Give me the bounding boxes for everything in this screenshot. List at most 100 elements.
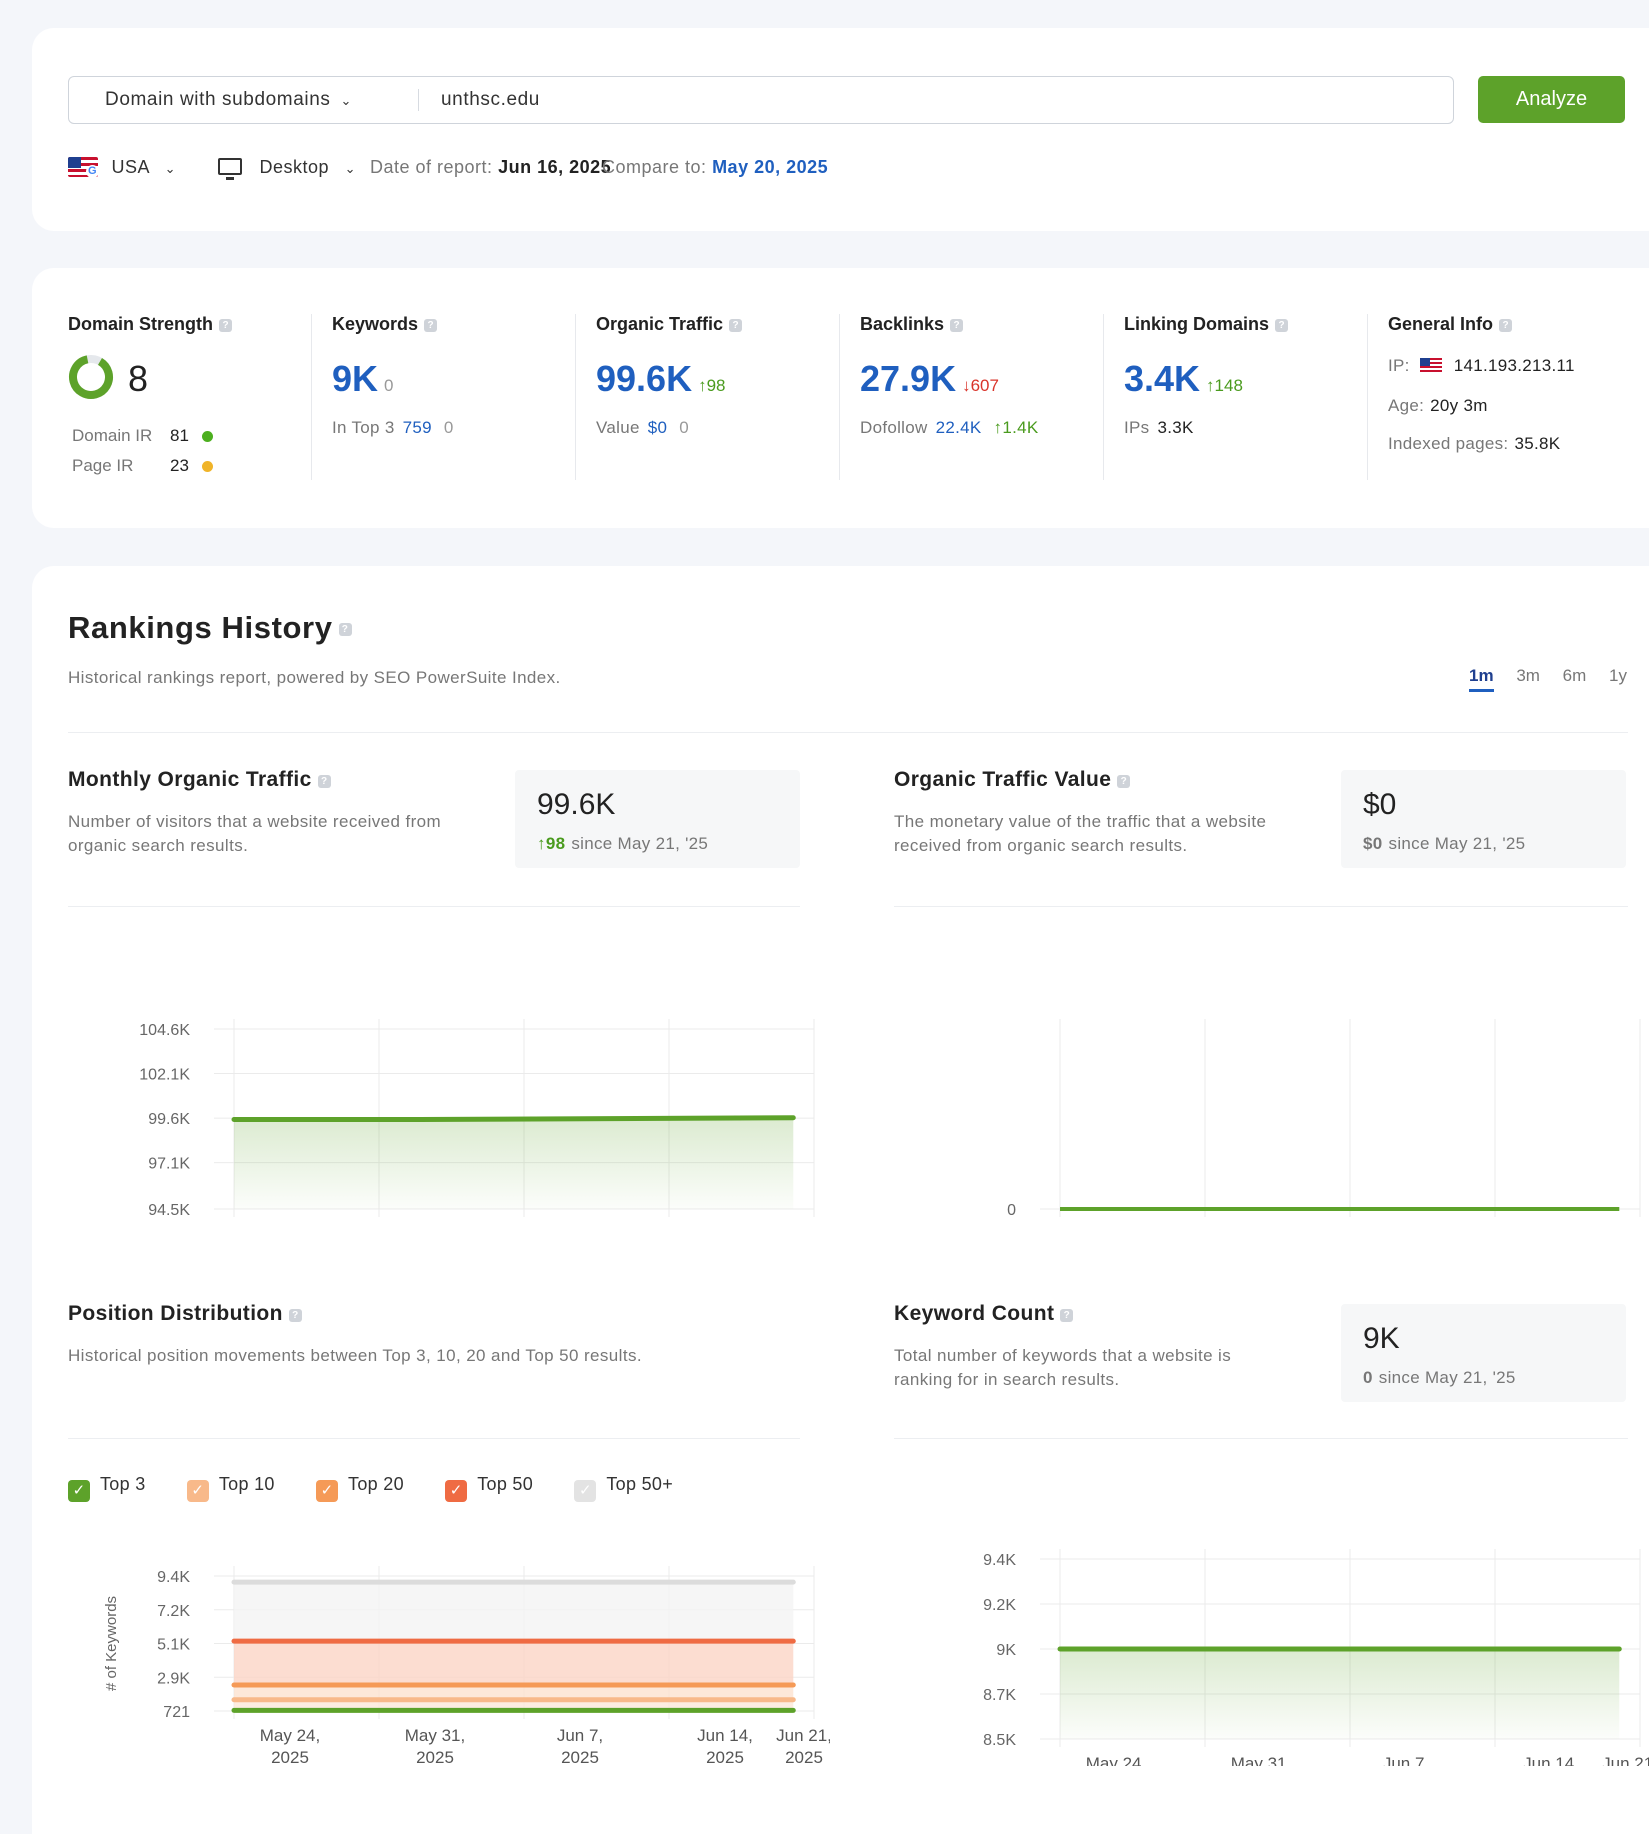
help-icon[interactable]: ? (1060, 1309, 1074, 1322)
help-icon[interactable]: ? (288, 1309, 302, 1322)
indexed-value: 35.8K (1514, 434, 1561, 453)
stat-sub: ↑98 since May 21, '25 (537, 834, 709, 853)
linking-delta: ↑148 (1206, 376, 1243, 395)
compare-date[interactable]: Compare to: May 20, 2025 (602, 152, 828, 182)
metric-title: Organic Traffic? (596, 314, 839, 335)
x-tick-label: Jun 7, (557, 1224, 603, 1226)
checkbox-icon: ✓ (316, 1480, 339, 1502)
y-tick-label: 9K (996, 1642, 1016, 1659)
keywords-value: 9K (332, 358, 379, 399)
help-icon[interactable]: ? (1499, 319, 1513, 332)
y-tick-label: 2.9K (157, 1670, 190, 1687)
analyze-button[interactable]: Analyze (1478, 76, 1625, 123)
ips-value: 3.3K (1157, 418, 1194, 437)
y-tick-label: 7.2K (157, 1603, 190, 1620)
dofollow-value: 22.4K (935, 418, 982, 437)
metric-keywords[interactable]: Keywords? 9K 0 In Top 3 759 0 (332, 314, 576, 480)
help-icon[interactable]: ? (950, 319, 964, 332)
help-icon[interactable]: ? (219, 319, 233, 332)
section-desc: Historical position movements between To… (68, 1346, 642, 1365)
help-icon[interactable]: ? (317, 775, 331, 788)
traffic-value: 99.6K (596, 358, 693, 399)
page-ir-value: 23 (170, 456, 189, 475)
range-tab-1y[interactable]: 1y (1609, 666, 1627, 685)
series-line (231, 1115, 796, 1123)
metric-organic-traffic[interactable]: Organic Traffic? 99.6K ↑98 Value $0 0 (596, 314, 840, 480)
x-tick-label: Jun 7, (557, 1726, 603, 1745)
help-icon[interactable]: ? (1117, 775, 1131, 788)
metric-title: Domain Strength? (68, 314, 311, 335)
section-desc: Number of visitors that a website receiv… (68, 812, 442, 855)
ip-row: IP: 141.193.213.11 (1388, 356, 1575, 375)
metric-domain-strength: Domain Strength? 8 Domain IR 81 Page IR … (68, 314, 312, 480)
us-flag-icon: G (68, 157, 98, 177)
rankings-history-card: Rankings History? Historical rankings re… (32, 566, 1649, 1834)
report-date[interactable]: Date of report: Jun 16, 2025 (370, 152, 611, 182)
domain-ir-row: Domain IR 81 (72, 426, 213, 446)
traffic-stat-box: 99.6K ↑98 since May 21, '25 (515, 770, 800, 868)
metric-backlinks[interactable]: Backlinks? 27.9K ↓607 Dofollow 22.4K ↑1.4K (860, 314, 1104, 480)
date-value: Jun 16, 2025 (498, 157, 612, 177)
divider (68, 732, 1628, 733)
series-area (1060, 1649, 1620, 1739)
y-tick-label: 97.1K (148, 1156, 190, 1173)
y-tick-label: 94.5K (148, 1202, 190, 1219)
indexed-row: Indexed pages: 35.8K (1388, 434, 1561, 453)
x-tick-label: Jun 14, (697, 1224, 753, 1226)
metric-linking-domains[interactable]: Linking Domains? 3.4K ↑148 IPs 3.3K (1124, 314, 1368, 480)
search-box: Domain with subdomains ⌄ (68, 76, 1454, 124)
domain-strength-value: 8 (128, 358, 149, 399)
x-tick-label: May 24, (260, 1224, 320, 1226)
search-divider (418, 89, 419, 111)
help-icon[interactable]: ? (338, 623, 352, 636)
series-area (234, 1684, 794, 1700)
checkbox-icon: ✓ (68, 1480, 90, 1502)
compare-label: Compare to: (602, 157, 707, 177)
help-icon[interactable]: ? (729, 319, 743, 332)
country-dropdown[interactable]: G USA ⌄ (68, 152, 176, 184)
device-dropdown[interactable]: Desktop ⌄ (218, 152, 356, 184)
country-label: USA (111, 157, 150, 177)
x-tick-label: Jun 14, (1523, 1224, 1579, 1226)
legend-top3[interactable]: ✓ Top 3 (68, 1474, 146, 1502)
help-icon[interactable]: ? (1275, 319, 1289, 332)
scope-dropdown[interactable]: Domain with subdomains ⌄ (105, 77, 352, 123)
y-tick-label: 8.5K (983, 1732, 1016, 1749)
range-tab-3m[interactable]: 3m (1516, 666, 1540, 685)
domain-input[interactable] (441, 77, 1341, 123)
legend-top50[interactable]: ✓ Top 50 (445, 1474, 533, 1502)
x-tick-label: Jun 21, (776, 1224, 830, 1226)
range-tab-1m[interactable]: 1m (1469, 666, 1494, 692)
traffic-delta: ↑98 (698, 376, 726, 395)
position-distribution-chart[interactable]: 721 2.9K 5.1K 7.2K 9.4K May 24, 2025 May 31, 202… (68, 1526, 830, 1766)
legend-top10[interactable]: ✓ Top 10 (186, 1474, 275, 1502)
x-tick-label: Jun 7, (1383, 1754, 1429, 1766)
legend-top50plus[interactable]: ✓ Top 50+ (574, 1474, 673, 1502)
search-card: Domain with subdomains⌄ Analyze G USA ⌄ … (32, 28, 1649, 231)
date-label: Date of report: (370, 157, 493, 177)
y-tick-label: 104.6K (139, 1022, 190, 1039)
metric-title: Backlinks? (860, 314, 1103, 335)
metric-title: General Info? (1388, 314, 1628, 335)
green-dot-icon (202, 431, 213, 442)
checkbox-icon: ✓ (574, 1480, 597, 1502)
range-tab-6m[interactable]: 6m (1562, 666, 1587, 685)
help-icon[interactable]: ? (424, 319, 438, 332)
section-title: Organic Traffic Value? (894, 768, 1131, 792)
traffic-value-row: 99.6K ↑98 (596, 358, 726, 400)
stat-value: 9K (1363, 1322, 1400, 1355)
x-tick-label: 2025 (561, 1748, 599, 1766)
y-axis-label: # of Keywords (103, 1596, 120, 1691)
section-desc: The monetary value of the traffic that a… (894, 812, 1267, 855)
legend-top20[interactable]: ✓ Top 20 (316, 1474, 404, 1502)
x-tick-label: May 24, (1086, 1754, 1146, 1766)
y-tick-label: 9.4K (983, 1552, 1016, 1569)
arrow-up-icon: ↑ (698, 376, 707, 395)
metric-title: Keywords? (332, 314, 575, 335)
y-tick-label: 9.2K (983, 1597, 1016, 1614)
arrow-up-icon: ↑ (537, 834, 546, 853)
x-tick-label: Jun 14, (697, 1726, 753, 1745)
